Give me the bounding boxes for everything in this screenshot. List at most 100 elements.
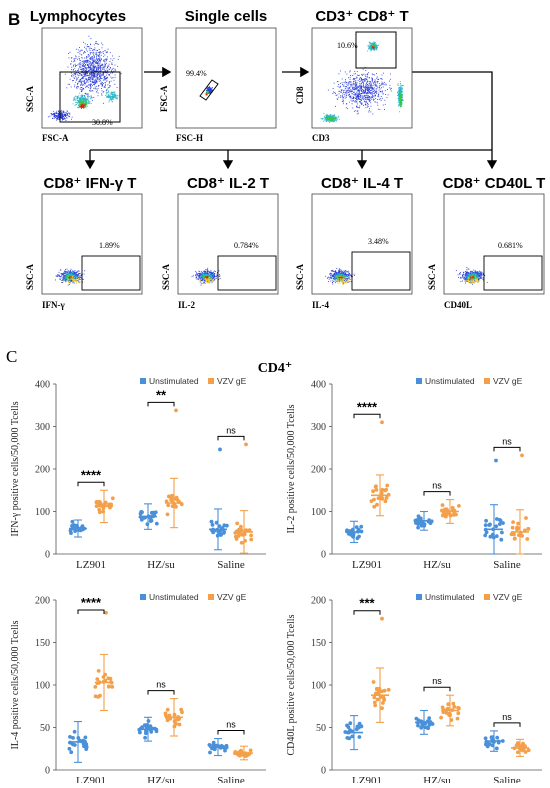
data-point — [419, 517, 423, 521]
plot-title: Single cells — [185, 8, 268, 25]
x-axis-label: IFN-γ — [42, 300, 65, 310]
data-point — [208, 743, 212, 747]
significance-bracket — [494, 447, 520, 451]
plot-frame — [312, 194, 412, 294]
data-point — [452, 705, 456, 709]
data-point — [516, 741, 520, 745]
y-axis-label: IFN-γ positive cells/50,000 Tcells — [10, 401, 21, 536]
data-point — [456, 717, 460, 721]
flow-plot-ifn-gamma: CD8⁺ IFN-γ T 1.89% IFN-γ SSC-A — [25, 175, 142, 310]
data-point — [155, 522, 159, 526]
data-point — [106, 676, 110, 680]
data-point — [345, 736, 349, 740]
y-axis-label: SSC-A — [295, 263, 305, 290]
data-point — [375, 688, 379, 692]
data-point — [484, 519, 488, 523]
data-point — [249, 749, 253, 753]
panel-b-label: B — [8, 10, 20, 29]
y-tick-label: 400 — [35, 380, 50, 391]
y-axis-label: SSC-A — [25, 85, 35, 112]
y-tick-label: 0 — [45, 766, 50, 777]
data-point — [84, 736, 88, 740]
data-point — [515, 528, 519, 532]
x-tick-label: Saline — [217, 559, 245, 571]
y-tick-label: 150 — [311, 638, 326, 649]
data-point-outlier — [520, 454, 524, 458]
x-tick-label: LZ901 — [76, 775, 106, 783]
data-point — [380, 689, 384, 693]
plot-frame — [42, 194, 142, 294]
data-point — [71, 520, 75, 524]
significance-bracket — [218, 731, 244, 735]
data-point — [68, 747, 72, 751]
significance-label: **** — [357, 399, 378, 414]
plot-title: CD8⁺ CD40L T — [443, 175, 546, 192]
legend-label-unstimulated: Unstimulated — [425, 376, 475, 386]
y-axis-label: SSC-A — [25, 263, 35, 290]
data-point — [372, 680, 376, 684]
data-point — [176, 498, 180, 502]
data-point — [139, 510, 143, 514]
data-point — [69, 531, 73, 535]
x-axis-label: IL-4 — [312, 300, 330, 310]
y-tick-label: 200 — [35, 596, 50, 607]
data-point — [73, 730, 77, 734]
data-point — [456, 711, 460, 715]
data-point — [174, 722, 178, 726]
y-axis-label: SSC-A — [161, 263, 171, 290]
data-point — [240, 541, 244, 545]
significance-bracket — [78, 482, 104, 486]
y-tick-label: 0 — [45, 550, 50, 561]
data-point — [210, 520, 214, 524]
x-axis-label: CD40L — [444, 300, 472, 310]
data-point — [372, 498, 376, 502]
y-tick-label: 200 — [35, 465, 50, 476]
significance-bracket — [218, 436, 244, 440]
data-point — [68, 735, 72, 739]
y-axis-label: CD40L positive cells/50,000 Tcells — [286, 614, 297, 755]
data-point — [416, 724, 420, 728]
y-axis-label: FSC-A — [159, 85, 169, 112]
data-point — [416, 526, 420, 530]
data-point — [428, 723, 432, 727]
data-point-outlier — [218, 448, 222, 452]
connector-line — [400, 72, 492, 150]
panel-c-title: CD4⁺ — [258, 361, 293, 376]
data-point — [111, 496, 115, 500]
significance-bracket — [148, 691, 174, 695]
data-point — [500, 531, 504, 535]
significance-bracket — [354, 414, 380, 418]
data-point — [521, 744, 525, 748]
data-point — [526, 527, 530, 531]
data-point — [97, 669, 101, 673]
data-point — [169, 496, 173, 500]
data-point — [513, 537, 517, 541]
data-point — [81, 524, 85, 528]
plot-frame — [176, 28, 276, 128]
data-point — [516, 750, 520, 754]
data-point — [520, 534, 524, 538]
data-point — [166, 708, 170, 712]
y-tick-label: 0 — [321, 766, 326, 777]
data-point — [381, 488, 385, 492]
data-point — [375, 488, 379, 492]
data-point — [382, 697, 386, 701]
data-point — [238, 754, 242, 758]
plot-title: CD8⁺ IL-4 T — [321, 175, 403, 192]
data-point — [384, 499, 388, 503]
legend-swatch-unstimulated — [140, 378, 146, 384]
data-point — [439, 716, 443, 720]
x-tick-label: HZ/su — [147, 775, 175, 783]
data-point — [110, 685, 114, 689]
panel-c-label: C — [6, 347, 17, 366]
data-point — [372, 696, 376, 700]
y-tick-label: 300 — [311, 422, 326, 433]
data-point — [359, 525, 363, 529]
data-point — [237, 534, 241, 538]
